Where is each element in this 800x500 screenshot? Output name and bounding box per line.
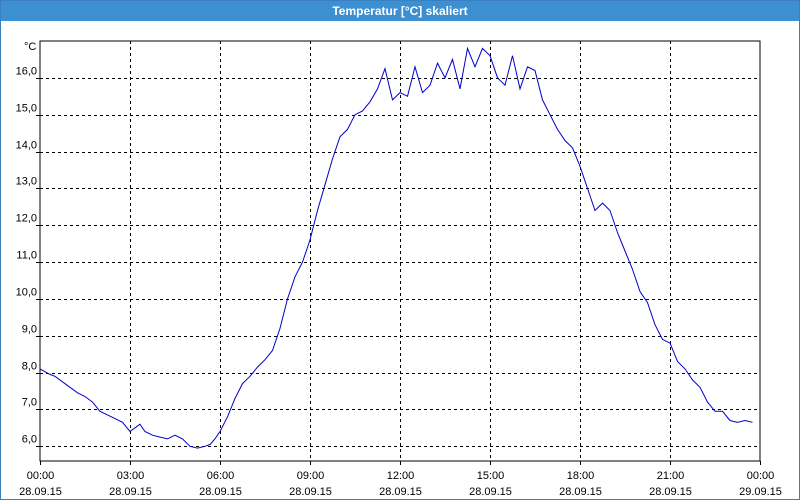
- x-tick-time-label: 12:00: [387, 470, 415, 482]
- y-axis-ticks: 6,0 7,0 8,0 9,0 10,0 11,0 12,0 13,0 14,0 15,0 16,0: [16, 66, 40, 447]
- y-axis-unit-label: °C: [24, 41, 36, 53]
- data-series: [39, 46, 753, 449]
- x-tick-date-label: 28.09.15: [649, 486, 692, 498]
- x-tick-time-label: 00:00: [747, 470, 775, 482]
- x-tick-time-label: 15:00: [477, 470, 505, 482]
- window-title: Temperatur [°C] skaliert: [1, 1, 799, 21]
- y-tick-label: 13,0: [16, 176, 37, 188]
- x-tick-date-label: 28.09.15: [109, 486, 152, 498]
- x-tick-date-label: 28.09.15: [289, 486, 332, 498]
- grid-lines: [40, 41, 760, 461]
- y-tick-label: 10,0: [16, 287, 37, 299]
- y-tick-label: 11,0: [16, 250, 37, 262]
- x-axis-ticks: 00:00 28.09.15 03:00 28.09.15 06:00 28.09.15 0…: [19, 461, 782, 498]
- x-tick-time-label: 00:00: [27, 470, 55, 482]
- y-tick-label: 16,0: [16, 66, 37, 78]
- y-tick-label: 14,0: [16, 140, 37, 152]
- x-tick-date-label: 28.09.15: [379, 486, 422, 498]
- y-tick-label: 9,0: [22, 324, 37, 336]
- x-tick-date-label: 28.09.15: [19, 486, 62, 498]
- x-tick-date-label: 28.09.15: [469, 486, 512, 498]
- y-tick-label: 15,0: [16, 103, 37, 115]
- temperature-series-line: [39, 46, 753, 449]
- y-tick-label: 12,0: [16, 213, 37, 225]
- x-tick-date-label: 28.09.15: [559, 486, 602, 498]
- x-tick-date-label: 29.09.15: [739, 486, 782, 498]
- x-tick-time-label: 09:00: [297, 470, 325, 482]
- x-tick-time-label: 21:00: [657, 470, 685, 482]
- x-tick-date-label: 28.09.15: [199, 486, 242, 498]
- y-tick-label: 6,0: [22, 434, 37, 446]
- x-tick-time-label: 18:00: [567, 470, 595, 482]
- x-tick-time-label: 06:00: [207, 470, 235, 482]
- y-tick-label: 7,0: [22, 397, 37, 409]
- x-tick-time-label: 03:00: [117, 470, 145, 482]
- y-tick-label: 8,0: [22, 361, 37, 373]
